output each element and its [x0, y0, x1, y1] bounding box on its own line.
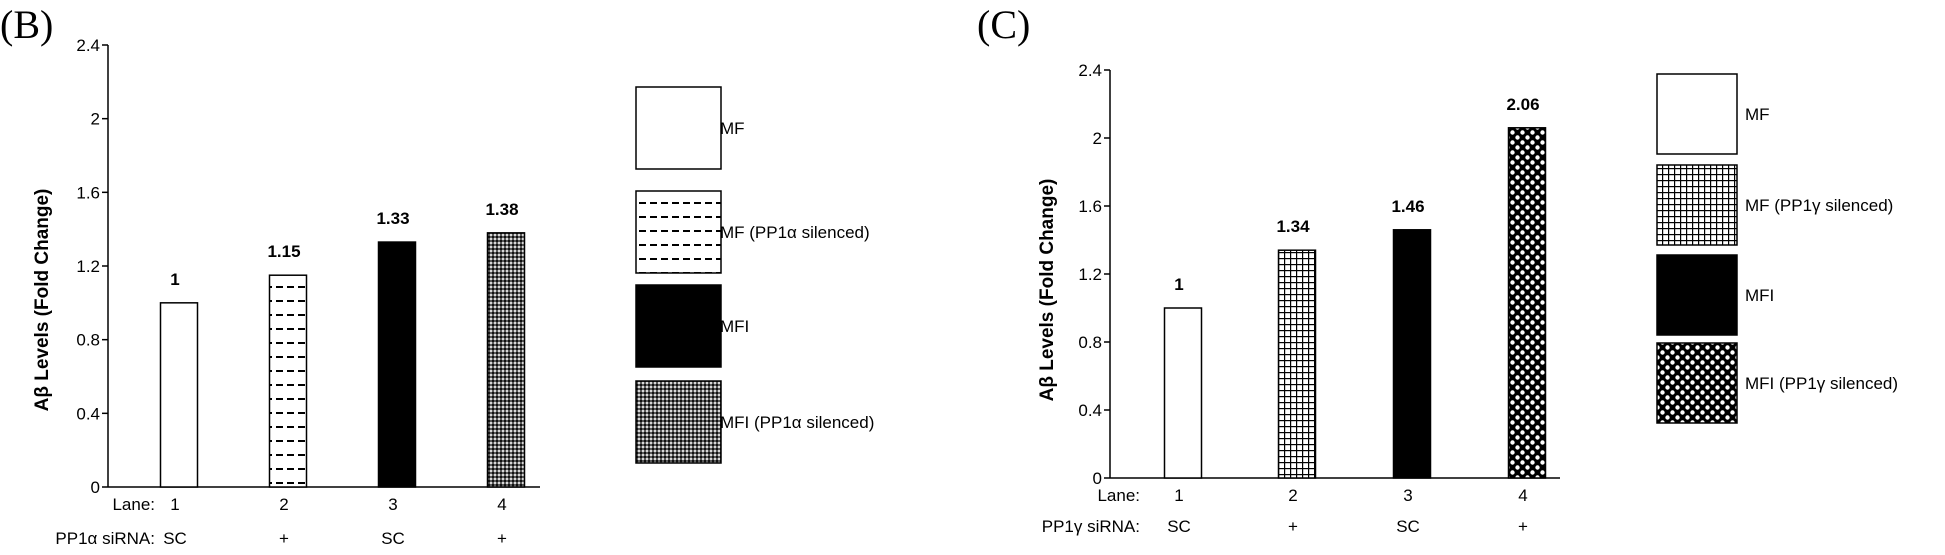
- sirna-row-label: PP1α siRNA:: [55, 529, 155, 548]
- sirna-value: +: [1518, 517, 1528, 536]
- bar: [268, 274, 308, 488]
- data-label: 1: [1174, 275, 1183, 294]
- lane-row-label: Lane:: [1097, 486, 1140, 505]
- lane-row-label: Lane:: [112, 495, 155, 514]
- plot-area: 0 0.4 0.8 1.2 1.6 2 2.4 1 1.34 1.46 2.06 Lane: PP1γ …: [1042, 61, 1560, 536]
- legend-entry-label: MFI: [1745, 286, 1774, 305]
- bar: [159, 302, 199, 488]
- y-tick-label: 0: [1093, 469, 1102, 488]
- y-tick-label: 2.4: [1078, 61, 1102, 80]
- lane-number: 2: [1288, 486, 1297, 505]
- data-label: 1.46: [1391, 197, 1424, 216]
- lane-number: 4: [1518, 486, 1527, 505]
- legend-swatch: [635, 190, 722, 274]
- y-tick-label: 1.2: [76, 257, 100, 276]
- lane-number: 3: [388, 495, 397, 514]
- y-tick-label: 0.4: [1078, 401, 1102, 420]
- sirna-value: +: [279, 529, 289, 548]
- sirna-row-label: PP1γ siRNA:: [1042, 517, 1140, 536]
- lane-number: 1: [170, 495, 179, 514]
- bar: [1392, 229, 1432, 479]
- legend-entry-label: MF (PP1γ silenced): [1745, 196, 1893, 215]
- y-tick-label: 1.6: [76, 183, 100, 202]
- plot-area: 0 0.4 0.8 1.2 1.6 2 2.4 1 1.15 1.33 1.38 Lane: PP1α …: [55, 36, 540, 548]
- bar: [1277, 249, 1317, 479]
- legend-entry-label: MF: [1745, 105, 1770, 124]
- data-label: 1.15: [267, 242, 300, 261]
- legend-swatch: [1656, 164, 1738, 246]
- panel-label: (B): [0, 2, 53, 47]
- legend-entry-label: MF: [720, 119, 745, 138]
- y-tick-label: 0.8: [76, 331, 100, 350]
- legend-swatch: [1656, 73, 1738, 155]
- legend-swatch: [635, 284, 722, 368]
- y-tick-label: 0.4: [76, 404, 100, 423]
- bar: [1507, 127, 1547, 479]
- sirna-value: SC: [163, 529, 187, 548]
- data-label: 2.06: [1506, 95, 1539, 114]
- panel-b: (B) Aβ Levels (Fold Change) 0 0.4 0.8 1.2 1.…: [0, 2, 874, 548]
- legend-entry-label: MFI: [720, 317, 749, 336]
- y-axis-title: Aβ Levels (Fold Change): [1037, 179, 1058, 402]
- y-tick-label: 2: [1093, 129, 1102, 148]
- bar: [486, 232, 526, 488]
- legend-entry-label: MFI (PP1γ silenced): [1745, 374, 1898, 393]
- legend-entry-label: MF (PP1α silenced): [720, 223, 870, 242]
- lane-number: 3: [1403, 486, 1412, 505]
- y-tick-label: 1.6: [1078, 197, 1102, 216]
- data-label: 1: [170, 270, 179, 289]
- data-label: 1.33: [376, 209, 409, 228]
- data-label: 1.38: [485, 200, 518, 219]
- legend-swatch: [635, 380, 722, 464]
- sirna-value: SC: [1396, 517, 1420, 536]
- legend: MF MF (PP1γ silenced) MFI MFI (PP1γ silence…: [1656, 73, 1898, 424]
- panel-c: (C) Aβ Levels (Fold Change) 0 0.4 0.8 1.2 1.…: [977, 2, 1898, 536]
- legend-swatch: [1656, 342, 1738, 424]
- bar: [1163, 307, 1203, 479]
- sirna-value: +: [497, 529, 507, 548]
- y-tick-label: 2.4: [76, 36, 100, 55]
- sirna-value: +: [1288, 517, 1298, 536]
- y-tick-label: 2: [91, 110, 100, 129]
- legend-entry-label: MFI (PP1α silenced): [720, 413, 874, 432]
- lane-number: 1: [1174, 486, 1183, 505]
- lane-number: 2: [279, 495, 288, 514]
- legend-swatch: [635, 86, 722, 170]
- y-tick-label: 1.2: [1078, 265, 1102, 284]
- data-label: 1.34: [1276, 217, 1310, 236]
- sirna-value: SC: [381, 529, 405, 548]
- y-tick-label: 0: [91, 478, 100, 497]
- y-axis-title: Aβ Levels (Fold Change): [32, 189, 53, 412]
- panel-label: (C): [977, 2, 1030, 47]
- sirna-value: SC: [1167, 517, 1191, 536]
- y-tick-label: 0.8: [1078, 333, 1102, 352]
- legend-swatch: [1656, 254, 1738, 336]
- bar: [377, 241, 417, 488]
- lane-number: 4: [497, 495, 506, 514]
- legend: MF MF (PP1α silenced) MFI MFI (PP1α silence…: [635, 86, 874, 464]
